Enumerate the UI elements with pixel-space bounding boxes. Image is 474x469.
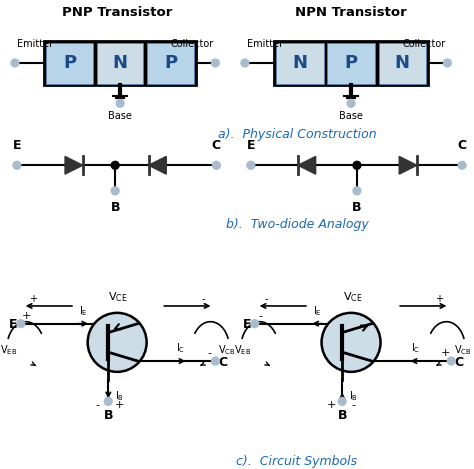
Bar [97, 43, 143, 83]
Text: $\mathrm{V_{EB}}$: $\mathrm{V_{EB}}$ [0, 343, 18, 357]
Text: P: P [164, 54, 177, 72]
Text: Collector: Collector [402, 39, 446, 49]
Text: E: E [13, 138, 21, 151]
Bar [379, 43, 426, 83]
Circle shape [241, 59, 249, 67]
Text: B: B [103, 409, 113, 422]
Text: -: - [351, 401, 355, 410]
Polygon shape [298, 157, 316, 174]
Polygon shape [399, 157, 417, 174]
Text: Collector: Collector [170, 39, 213, 49]
Text: N: N [292, 54, 308, 72]
Circle shape [321, 313, 381, 372]
Text: +: + [28, 294, 36, 304]
Circle shape [212, 161, 220, 169]
Text: C: C [454, 356, 464, 369]
Text: +: + [114, 401, 124, 410]
Circle shape [17, 320, 25, 328]
Text: b).  Two-diode Analogy: b). Two-diode Analogy [226, 219, 368, 231]
Text: c).  Circuit Symbols: c). Circuit Symbols [237, 454, 357, 468]
Text: +: + [441, 348, 450, 358]
Text: -: - [208, 348, 211, 358]
Text: -: - [95, 401, 100, 410]
Circle shape [251, 320, 259, 328]
Text: $\mathrm{I_E}$: $\mathrm{I_E}$ [79, 304, 88, 318]
Text: NPN Transistor: NPN Transistor [295, 6, 407, 19]
Circle shape [116, 99, 124, 107]
Circle shape [458, 161, 466, 169]
Text: +: + [436, 294, 444, 304]
Text: +: + [327, 401, 336, 410]
Text: -: - [265, 294, 268, 304]
Bar [147, 43, 194, 83]
Circle shape [111, 161, 119, 169]
Text: Emitter: Emitter [247, 39, 283, 49]
Text: PNP Transistor: PNP Transistor [62, 6, 173, 19]
Text: E: E [9, 318, 18, 331]
Text: $\mathrm{V_{CB}}$: $\mathrm{V_{CB}}$ [454, 343, 472, 357]
Text: Emitter: Emitter [17, 39, 53, 49]
Text: B: B [110, 201, 120, 214]
Circle shape [347, 99, 355, 107]
Circle shape [104, 397, 112, 405]
Circle shape [211, 357, 219, 365]
Text: $\mathrm{I_C}$: $\mathrm{I_C}$ [176, 341, 185, 355]
Bar [274, 41, 428, 84]
Text: $\mathrm{V_{CE}}$: $\mathrm{V_{CE}}$ [109, 290, 128, 304]
Text: C: C [457, 138, 467, 151]
Text: N: N [113, 54, 128, 72]
Polygon shape [65, 157, 83, 174]
Text: B: B [352, 201, 362, 214]
Text: -: - [202, 294, 205, 304]
Text: C: C [219, 356, 228, 369]
Text: $\mathrm{I_B}$: $\mathrm{I_B}$ [115, 390, 124, 403]
Circle shape [111, 187, 119, 195]
Circle shape [353, 161, 361, 169]
Circle shape [211, 59, 219, 67]
Polygon shape [148, 157, 166, 174]
Text: a).  Physical Construction: a). Physical Construction [218, 128, 376, 141]
Text: Base: Base [339, 111, 363, 121]
Text: P: P [345, 54, 357, 72]
Text: Base: Base [108, 111, 132, 121]
Text: -: - [259, 311, 263, 321]
Bar [328, 43, 374, 83]
Text: E: E [246, 138, 255, 151]
Bar [276, 43, 324, 83]
Text: P: P [63, 54, 76, 72]
Text: $\mathrm{V_{EB}}$: $\mathrm{V_{EB}}$ [234, 343, 252, 357]
Text: +: + [22, 311, 31, 321]
Text: $\mathrm{I_C}$: $\mathrm{I_C}$ [411, 341, 420, 355]
Text: $\mathrm{V_{CE}}$: $\mathrm{V_{CE}}$ [343, 290, 363, 304]
Circle shape [88, 313, 146, 372]
Circle shape [353, 187, 361, 195]
Circle shape [247, 161, 255, 169]
Text: B: B [337, 409, 347, 422]
Bar [45, 41, 196, 84]
Circle shape [11, 59, 19, 67]
Text: $\mathrm{V_{CB}}$: $\mathrm{V_{CB}}$ [219, 343, 236, 357]
Text: $\mathrm{I_B}$: $\mathrm{I_B}$ [349, 390, 358, 403]
Circle shape [444, 59, 451, 67]
Text: C: C [212, 138, 221, 151]
Text: N: N [395, 54, 410, 72]
Circle shape [13, 161, 21, 169]
Bar [46, 43, 93, 83]
Circle shape [447, 357, 455, 365]
Text: $\mathrm{I_E}$: $\mathrm{I_E}$ [313, 304, 321, 318]
Text: E: E [243, 318, 252, 331]
Circle shape [338, 397, 346, 405]
